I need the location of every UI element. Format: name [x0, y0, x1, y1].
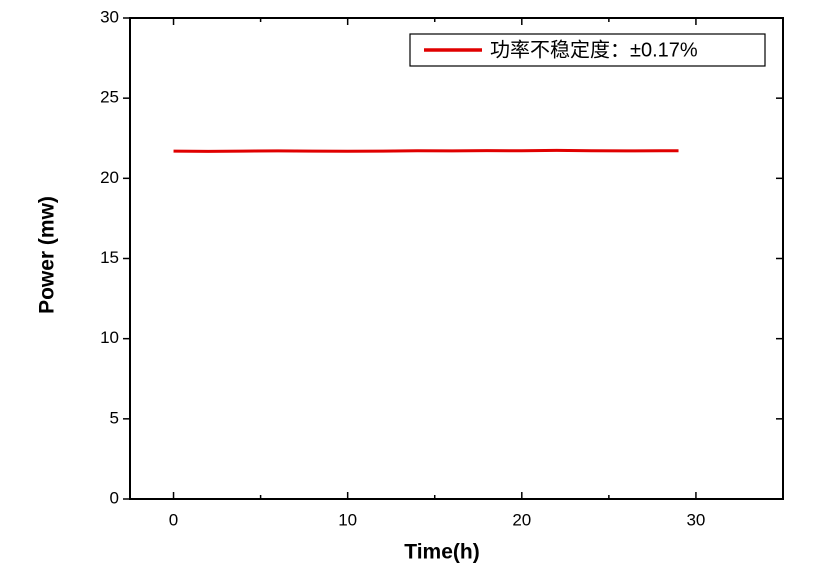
x-tick-label: 10	[338, 510, 357, 529]
x-tick-label: 20	[512, 510, 531, 529]
legend-label: 功率不稳定度：±0.17%	[490, 38, 698, 61]
data-line	[173, 148, 679, 153]
y-tick-label: 0	[110, 488, 119, 507]
y-tick-label: 15	[100, 248, 119, 267]
y-tick-label: 10	[100, 328, 119, 347]
x-tick-label: 0	[169, 510, 178, 529]
y-axis-title: Power (mw)	[36, 196, 59, 314]
y-tick-label: 25	[100, 88, 119, 107]
y-tick-label: 20	[100, 168, 119, 187]
x-axis-title: Time(h)	[404, 541, 479, 564]
x-tick-label: 30	[686, 510, 705, 529]
plot-frame	[129, 17, 784, 500]
y-tick-label: 30	[100, 7, 119, 26]
y-tick-label: 5	[110, 408, 119, 427]
